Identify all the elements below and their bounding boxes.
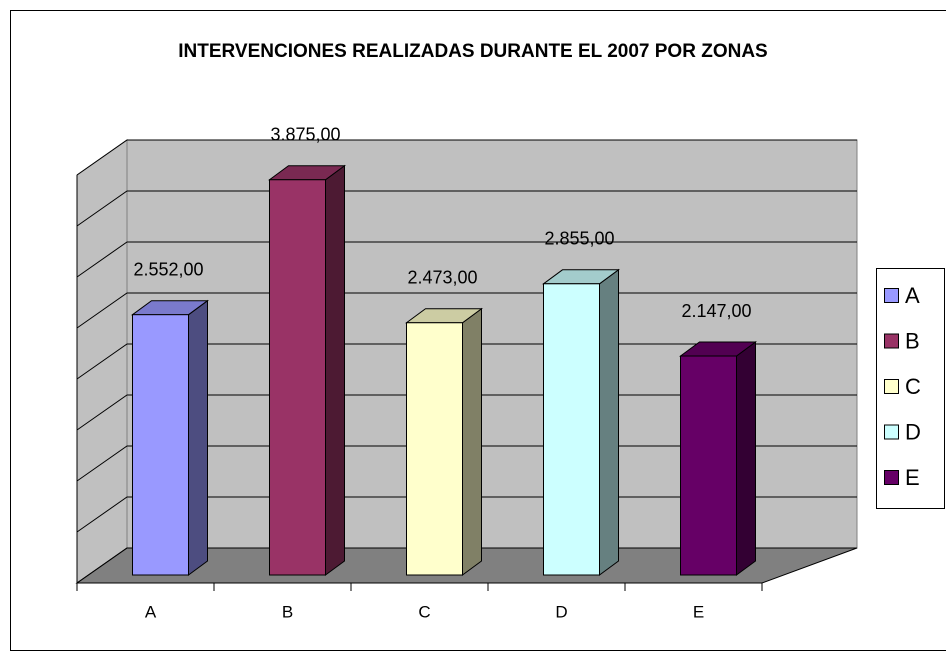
bar <box>406 322 463 576</box>
bar <box>269 179 326 576</box>
legend-label: E <box>905 465 920 490</box>
bar-side <box>188 299 208 576</box>
grid-line <box>76 190 857 227</box>
x-tick-label: D <box>555 602 567 621</box>
grid-line <box>76 241 857 278</box>
legend-swatch <box>884 288 899 303</box>
legend-label: B <box>905 328 920 353</box>
legend-label: D <box>905 419 921 444</box>
bar-side <box>325 164 345 576</box>
x-tick-label: A <box>145 602 157 621</box>
grid-line <box>76 139 857 176</box>
legend-swatch <box>884 333 899 349</box>
value-label: 2.147,00 <box>681 301 751 321</box>
chart-title: INTERVENCIONES REALIZADAS DURANTE EL 200… <box>178 41 768 62</box>
value-label: 2.473,00 <box>407 268 477 288</box>
bar <box>543 283 600 576</box>
bar-side <box>599 268 619 576</box>
legend-swatch <box>884 379 899 394</box>
value-label: 2.855,00 <box>544 229 614 249</box>
bar-side <box>462 307 482 576</box>
x-tick-label: C <box>418 602 430 621</box>
legend-swatch <box>884 470 899 485</box>
legend-label: C <box>905 374 921 399</box>
x-tick-label: B <box>282 602 293 621</box>
legend-label: A <box>905 283 920 308</box>
value-label: 3.875,00 <box>270 125 340 145</box>
x-tick-label: E <box>693 602 704 621</box>
bar <box>680 355 737 576</box>
legend-swatch <box>884 424 899 440</box>
bar-side <box>736 341 756 576</box>
value-label: 2.552,00 <box>133 259 203 279</box>
bar <box>132 314 189 576</box>
